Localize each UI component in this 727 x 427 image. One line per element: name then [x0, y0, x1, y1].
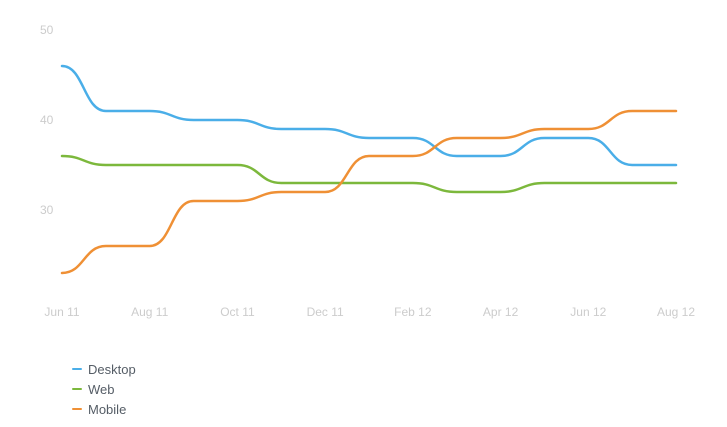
- x-tick-label: Jun 12: [570, 305, 606, 319]
- chart-legend: Desktop Web Mobile: [72, 359, 136, 419]
- legend-swatch: [72, 388, 82, 390]
- series-line-mobile: [60, 109, 678, 275]
- series-lines: [60, 64, 678, 275]
- x-tick-label: Dec 11: [307, 305, 344, 319]
- legend-swatch: [72, 408, 82, 410]
- x-axis-ticks: Jun 11 Aug 11 Oct 11 Dec 11 Feb 12 Apr 12 Jun …: [44, 305, 695, 319]
- x-tick-label: Aug 12: [657, 305, 695, 319]
- x-tick-label: Oct 11: [220, 305, 255, 319]
- x-tick-label: Feb 12: [394, 305, 432, 319]
- legend-label: Web: [88, 381, 115, 397]
- legend-item-web[interactable]: Web: [72, 379, 136, 399]
- legend-label: Desktop: [88, 361, 136, 377]
- series-line-desktop: [60, 64, 678, 167]
- y-tick-label: 50: [40, 23, 54, 37]
- legend-swatch: [72, 368, 82, 370]
- x-tick-label: Apr 12: [483, 305, 519, 319]
- x-tick-label: Jun 11: [44, 305, 79, 319]
- y-tick-label: 30: [40, 203, 54, 217]
- series-line-web: [60, 154, 678, 194]
- legend-item-mobile[interactable]: Mobile: [72, 399, 136, 419]
- y-axis-ticks: 30 40 50: [40, 23, 54, 217]
- x-tick-label: Aug 11: [131, 305, 168, 319]
- y-tick-label: 40: [40, 113, 54, 127]
- legend-item-desktop[interactable]: Desktop: [72, 359, 136, 379]
- legend-label: Mobile: [88, 401, 127, 417]
